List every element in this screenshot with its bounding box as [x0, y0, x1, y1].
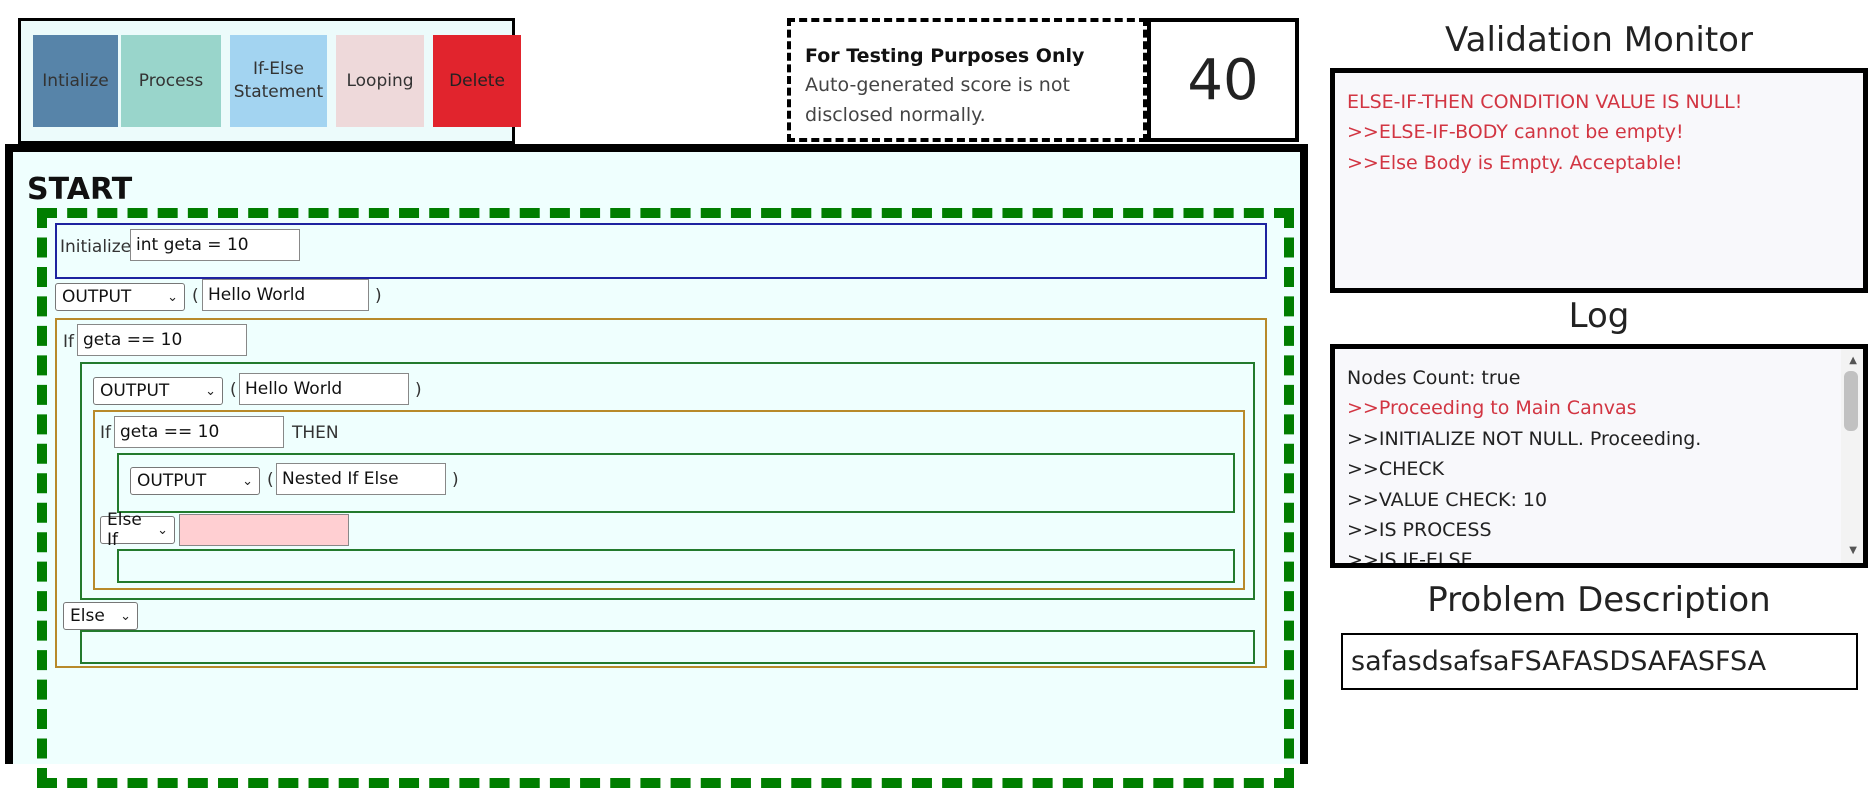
- log-scroll-thumb[interactable]: [1844, 371, 1858, 431]
- else-if-condition-input[interactable]: [179, 514, 349, 546]
- nested-if-label: If: [100, 423, 111, 443]
- nested-if-else-node: If THEN OUTPUT ⌄ ( ) Else If ⌄: [93, 410, 1245, 590]
- output-select-3-value: OUTPUT: [137, 471, 207, 491]
- scroll-down-icon[interactable]: ▼: [1849, 545, 1857, 556]
- if-else-button[interactable]: If-Else Statement: [230, 35, 327, 127]
- log-line: >>IS IF-ELSE: [1347, 549, 1473, 568]
- testing-notice: For Testing Purposes Only Auto-generated…: [787, 18, 1147, 142]
- nested-if-condition-input[interactable]: [114, 416, 284, 448]
- flow-container: Initialize OUTPUT ⌄ ( ) If OUTPUT ⌄ ( ) If…: [37, 208, 1294, 788]
- chevron-down-icon: ⌄: [242, 473, 253, 489]
- close-paren: ): [415, 380, 422, 400]
- output-select-2-value: OUTPUT: [100, 381, 170, 401]
- if-body: OUTPUT ⌄ ( ) If THEN OUTPUT ⌄ ( ) Else If ⌄: [80, 362, 1255, 600]
- log-line: Nodes Count: true: [1347, 367, 1521, 389]
- output-select-3[interactable]: OUTPUT ⌄: [130, 467, 260, 495]
- output-input-3[interactable]: [276, 463, 446, 495]
- validation-message: >>Else Body is Empty. Acceptable!: [1347, 151, 1683, 174]
- initialize-input[interactable]: [130, 229, 300, 261]
- else-if-select[interactable]: Else If ⌄: [100, 510, 175, 550]
- log-line: >>IS PROCESS: [1347, 518, 1492, 541]
- validation-monitor: ELSE-IF-THEN CONDITION VALUE IS NULL! >>…: [1330, 68, 1868, 293]
- log-panel: Nodes Count: true >>Proceeding to Main C…: [1330, 344, 1868, 568]
- problem-description-title: Problem Description: [1427, 580, 1771, 620]
- open-paren: (: [267, 470, 274, 490]
- output-select-1[interactable]: OUTPUT ⌄: [55, 283, 185, 311]
- validation-message: ELSE-IF-THEN CONDITION VALUE IS NULL!: [1347, 91, 1743, 113]
- problem-description-text: safasdsafsaFSAFASDSAFASFSA: [1341, 633, 1858, 690]
- open-paren: (: [230, 380, 237, 400]
- testing-notice-text: Auto-generated score is not disclosed no…: [805, 74, 1070, 126]
- close-paren: ): [452, 470, 459, 490]
- else-if-body[interactable]: [117, 549, 1235, 583]
- initialize-label: Initialize: [60, 237, 132, 257]
- chevron-down-icon: ⌄: [167, 289, 178, 305]
- validation-message: >>ELSE-IF-BODY cannot be empty!: [1347, 121, 1684, 144]
- log-line: >>INITIALIZE NOT NULL. Proceeding.: [1347, 427, 1702, 450]
- if-label: If: [63, 332, 74, 352]
- looping-button[interactable]: Looping: [336, 35, 424, 127]
- open-paren: (: [192, 286, 199, 306]
- if-condition-input[interactable]: [77, 324, 247, 356]
- output-select-1-value: OUTPUT: [62, 287, 132, 307]
- start-label: START: [27, 172, 133, 207]
- chevron-down-icon: ⌄: [205, 383, 216, 399]
- output-input-2[interactable]: [239, 373, 409, 405]
- else-body[interactable]: [80, 630, 1255, 664]
- initialize-node: Initialize: [55, 223, 1267, 279]
- close-paren: ): [375, 286, 382, 306]
- log-scrollbar[interactable]: ▲ ▼: [1841, 349, 1863, 563]
- log-line: >>VALUE CHECK: 10: [1347, 488, 1548, 511]
- testing-notice-title: For Testing Purposes Only: [805, 45, 1085, 67]
- output-input-1[interactable]: [202, 279, 369, 311]
- log-line: >>Proceeding to Main Canvas: [1347, 397, 1637, 420]
- scroll-up-icon[interactable]: ▲: [1849, 355, 1857, 366]
- validation-monitor-title: Validation Monitor: [1445, 20, 1753, 60]
- else-select-value: Else: [70, 606, 105, 626]
- if-else-node: If OUTPUT ⌄ ( ) If THEN OUTPUT ⌄ ( ): [55, 318, 1267, 668]
- then-label: THEN: [292, 423, 339, 443]
- log-title: Log: [1568, 296, 1630, 336]
- delete-button[interactable]: Delete: [433, 35, 521, 127]
- process-button[interactable]: Process: [121, 35, 221, 127]
- output-select-2[interactable]: OUTPUT ⌄: [93, 377, 223, 405]
- node-toolbar: Intialize Process If-Else Statement Loop…: [18, 18, 521, 144]
- chevron-down-icon: ⌄: [157, 522, 168, 538]
- initialize-button[interactable]: Intialize: [33, 35, 118, 127]
- main-canvas: START Initialize OUTPUT ⌄ ( ) If OUTPUT ⌄ …: [5, 144, 1308, 788]
- score-display: 40: [1147, 18, 1299, 142]
- else-select[interactable]: Else ⌄: [63, 602, 138, 630]
- chevron-down-icon: ⌄: [120, 608, 131, 624]
- else-if-select-value: Else If: [107, 510, 142, 550]
- nested-if-body: OUTPUT ⌄ ( ): [117, 453, 1235, 513]
- log-line: >>CHECK: [1347, 458, 1445, 481]
